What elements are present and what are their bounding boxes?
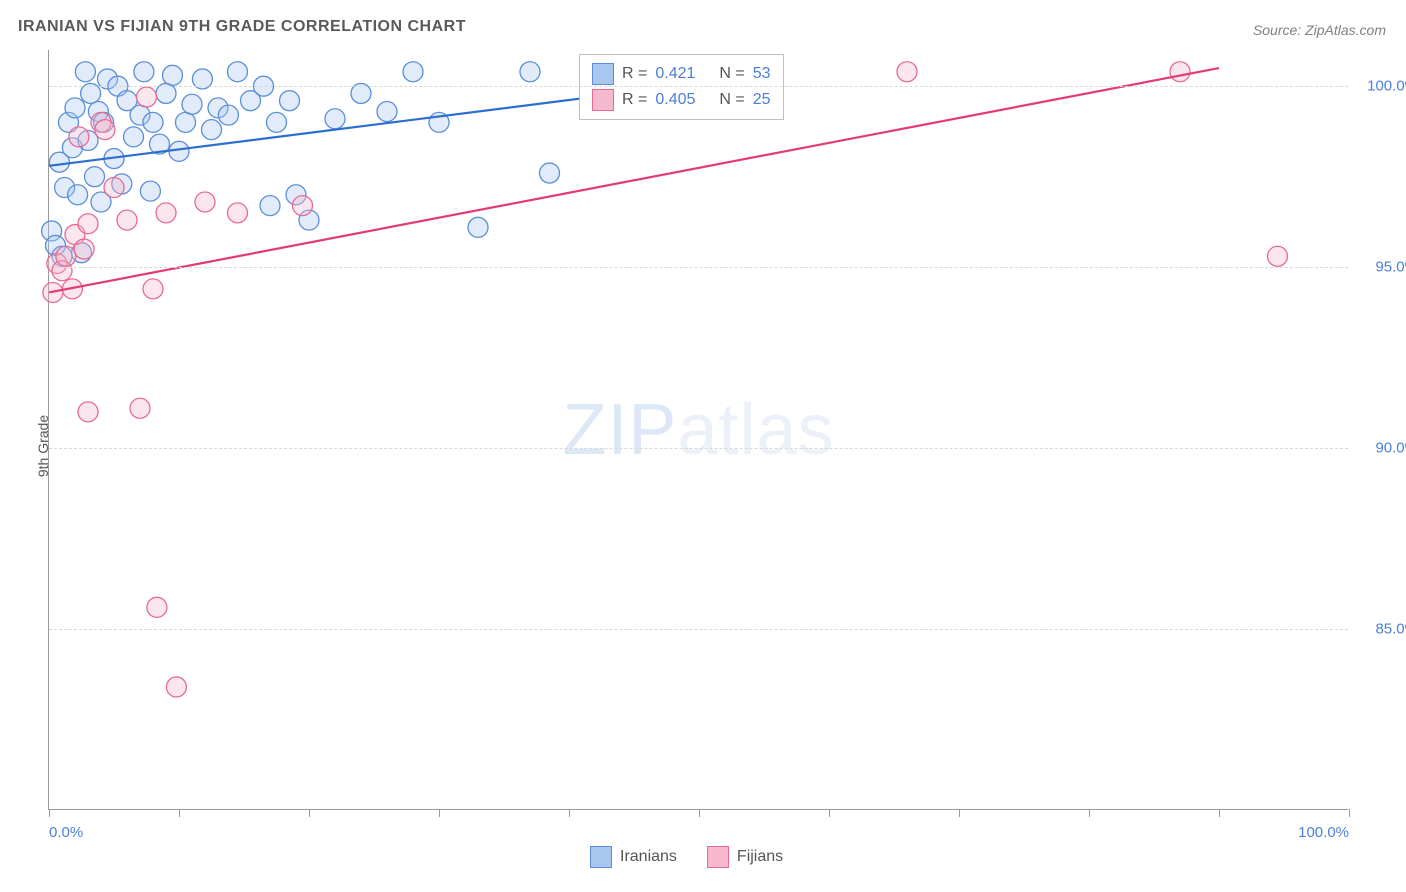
data-point xyxy=(1170,62,1190,82)
data-point xyxy=(104,178,124,198)
n-label: N = xyxy=(719,91,744,109)
data-point xyxy=(280,91,300,111)
data-point xyxy=(78,214,98,234)
y-tick-label: 100.0% xyxy=(1358,78,1406,95)
data-point xyxy=(267,112,287,132)
y-tick-label: 95.0% xyxy=(1358,259,1406,276)
legend-item-fijians: Fijians xyxy=(707,846,783,868)
legend-row-fijians: R = 0.405 N = 25 xyxy=(592,87,771,113)
data-point xyxy=(202,120,222,140)
data-point xyxy=(293,196,313,216)
data-point xyxy=(134,62,154,82)
x-tick-label: 0.0% xyxy=(49,824,83,841)
y-tick-label: 85.0% xyxy=(1358,621,1406,638)
legend-item-iranians: Iranians xyxy=(590,846,677,868)
data-point xyxy=(124,127,144,147)
data-point xyxy=(147,597,167,617)
chart-title: IRANIAN VS FIJIAN 9TH GRADE CORRELATION … xyxy=(18,18,466,36)
data-point xyxy=(117,210,137,230)
r-value-iranians: 0.421 xyxy=(655,65,695,83)
n-value-fijians: 25 xyxy=(753,91,771,109)
data-point xyxy=(74,239,94,259)
data-point xyxy=(85,167,105,187)
data-point xyxy=(403,62,423,82)
data-point xyxy=(228,203,248,223)
data-point xyxy=(897,62,917,82)
r-value-fijians: 0.405 xyxy=(655,91,695,109)
r-label: R = xyxy=(622,91,647,109)
data-point xyxy=(68,185,88,205)
legend-row-iranians: R = 0.421 N = 53 xyxy=(592,61,771,87)
series-legend: Iranians Fijians xyxy=(590,846,783,868)
data-point xyxy=(218,105,238,125)
data-point xyxy=(468,217,488,237)
swatch-iranians-bottom xyxy=(590,846,612,868)
data-point xyxy=(69,127,89,147)
swatch-iranians xyxy=(592,63,614,85)
data-point xyxy=(78,402,98,422)
data-point xyxy=(65,98,85,118)
data-point xyxy=(130,398,150,418)
data-point xyxy=(325,109,345,129)
data-point xyxy=(520,62,540,82)
n-label: N = xyxy=(719,65,744,83)
data-point xyxy=(75,62,95,82)
data-point xyxy=(260,196,280,216)
legend-label-iranians: Iranians xyxy=(620,848,677,866)
plot-area: ZIPatlas R = 0.421 N = 53 R = 0.405 N = … xyxy=(48,50,1348,810)
data-point xyxy=(540,163,560,183)
x-tick-label: 100.0% xyxy=(1298,824,1349,841)
data-point xyxy=(182,94,202,114)
data-point xyxy=(195,192,215,212)
swatch-fijians xyxy=(592,89,614,111)
y-tick-label: 90.0% xyxy=(1358,440,1406,457)
data-point xyxy=(140,181,160,201)
data-point xyxy=(163,65,183,85)
source-label: Source: ZipAtlas.com xyxy=(1253,22,1386,38)
data-point xyxy=(143,279,163,299)
data-point xyxy=(156,203,176,223)
n-value-iranians: 53 xyxy=(753,65,771,83)
chart-container: IRANIAN VS FIJIAN 9TH GRADE CORRELATION … xyxy=(0,0,1406,892)
data-point xyxy=(228,62,248,82)
data-point xyxy=(377,102,397,122)
swatch-fijians-bottom xyxy=(707,846,729,868)
data-point xyxy=(95,120,115,140)
legend-label-fijians: Fijians xyxy=(737,848,783,866)
data-point xyxy=(143,112,163,132)
data-point xyxy=(1268,246,1288,266)
data-point xyxy=(166,677,186,697)
data-point xyxy=(137,87,157,107)
r-label: R = xyxy=(622,65,647,83)
chart-svg xyxy=(49,50,1348,809)
data-point xyxy=(176,112,196,132)
data-point xyxy=(56,246,76,266)
